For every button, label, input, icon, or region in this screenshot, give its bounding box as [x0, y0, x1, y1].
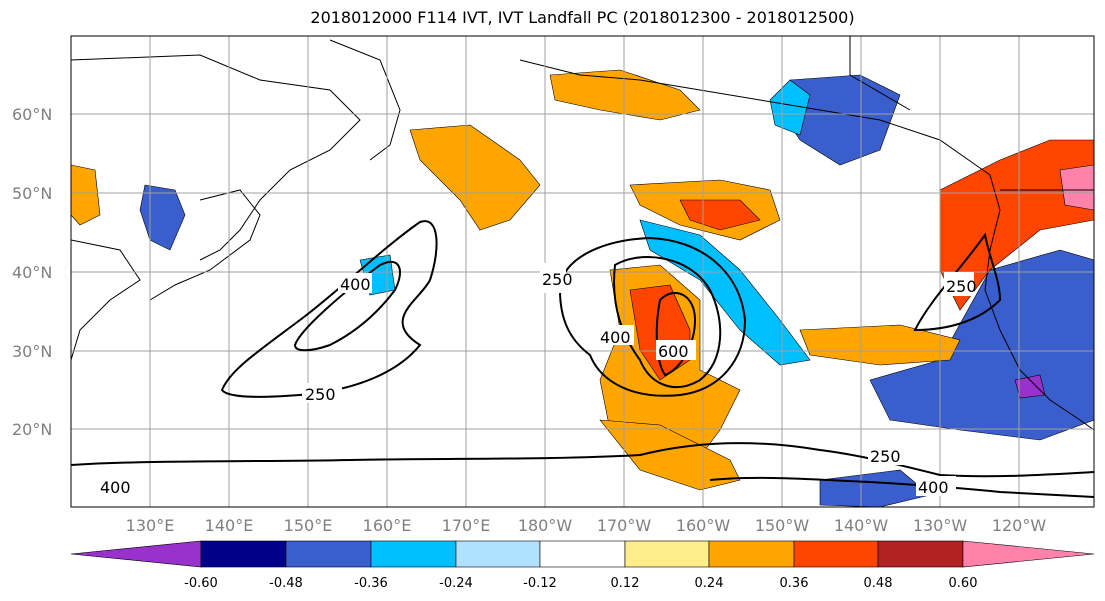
contour-label-5: 600 — [658, 342, 689, 361]
coastlines — [71, 36, 1094, 431]
latitude-labels: 60°N 50°N 40°N 30°N 20°N — [12, 105, 52, 439]
lon-label-8: 160°W — [676, 516, 731, 535]
lat-label-40: 40°N — [12, 263, 52, 282]
contour-label-9: 250 — [870, 447, 901, 466]
contour-label-7: 400 — [918, 478, 949, 497]
contour-label-1: 400 — [340, 275, 371, 294]
colorbar-segment-3 — [370, 540, 457, 568]
contour-label-bg-3 — [540, 263, 566, 293]
shaded-fields — [71, 69, 1094, 507]
lon-label-4: 160°E — [363, 516, 412, 535]
colorbar-segment-7 — [708, 540, 795, 568]
longitude-labels: 130°E 140°E 150°E 160°E 170°E 180°W 170°… — [126, 516, 1047, 535]
map-title: 2018012000 F114 IVT, IVT Landfall PC (20… — [310, 8, 855, 27]
colorbar — [70, 540, 1095, 568]
contour-label-bg-9 — [868, 445, 910, 465]
coastline-korea-china — [71, 239, 141, 361]
colorbar-segment-8 — [793, 540, 879, 568]
map-panel: 400 250 250 400 600 250 400 400 250 — [71, 36, 1094, 507]
contour-label-bg-4 — [598, 325, 634, 345]
lon-label-12: 120°W — [992, 516, 1047, 535]
blue-region-central — [639, 219, 811, 366]
colorbar-segment-9 — [877, 540, 964, 568]
map-frame — [70, 35, 1095, 508]
contour-labels: 400 250 250 400 600 250 400 400 250 — [98, 263, 977, 497]
colorbar-tick-7: 0.24 — [695, 576, 724, 591]
contour-label-8: 400 — [100, 478, 131, 497]
lon-label-1: 130°E — [126, 516, 175, 535]
contour-label-3: 250 — [542, 270, 573, 289]
lon-label-10: 140°W — [834, 516, 889, 535]
colorbar-tick-1: -0.60 — [184, 576, 218, 591]
lat-label-50: 50°N — [12, 184, 52, 203]
colorbar-segment-1 — [200, 540, 287, 568]
contour-label-6: 250 — [946, 277, 977, 296]
contour-label-bg-7 — [916, 476, 956, 496]
colorbar-segment-0 — [70, 540, 202, 568]
gridlines — [71, 36, 1094, 507]
contour-400-west — [293, 260, 401, 352]
coastline-kamchatka — [329, 39, 401, 161]
orange-region-west — [71, 164, 101, 226]
lon-label-11: 130°W — [913, 516, 968, 535]
lightblue-region-alaska — [769, 79, 811, 136]
colorbar-tick-10: 0.60 — [949, 576, 978, 591]
colorbar-tick-9: 0.48 — [864, 576, 893, 591]
contour-250-south — [71, 442, 1094, 478]
colorbar-segment-4 — [455, 540, 541, 568]
contour-label-bg-6 — [944, 272, 974, 296]
orange-region-east — [799, 324, 961, 366]
colorbar-tick-6: 0.12 — [611, 576, 640, 591]
blue-region-west — [139, 184, 186, 251]
border-alaska-canada — [849, 36, 911, 111]
orange-region-south — [599, 419, 741, 491]
colorbar-tick-8: 0.36 — [780, 576, 809, 591]
contour-250-central — [558, 236, 747, 397]
colorbar-segment-10 — [962, 540, 1095, 568]
colorbar-ticks: -0.60 -0.48 -0.36 -0.24 -0.12 0.12 0.24 … — [184, 576, 977, 591]
contour-label-bg-8 — [98, 476, 140, 496]
lon-label-5: 170°E — [442, 516, 491, 535]
colorbar-tick-4: -0.24 — [439, 576, 473, 591]
orange-region-bering — [409, 124, 541, 231]
lon-label-3: 150°E — [284, 516, 333, 535]
coastline-alaska — [519, 59, 1001, 211]
colorbar-tick-3: -0.36 — [354, 576, 388, 591]
contour-label-bg-1 — [338, 273, 372, 293]
lon-label-2: 140°E — [205, 516, 254, 535]
contour-label-2: 250 — [305, 385, 336, 404]
colorbar-segment-5 — [539, 540, 626, 568]
orange-region-aleutian — [549, 69, 701, 121]
contour-label-bg-5 — [656, 340, 696, 360]
coastline-north-america — [984, 209, 1094, 431]
coastline-asia — [71, 54, 361, 261]
coastline-japan — [149, 189, 261, 301]
lon-label-7: 170°W — [597, 516, 652, 535]
colorbar-tick-5: -0.12 — [523, 576, 557, 591]
pink-region-northeast — [1059, 164, 1094, 211]
colorbar-segment-2 — [285, 540, 372, 568]
contour-label-bg-2 — [302, 383, 342, 403]
blue-region-south — [819, 469, 931, 507]
contour-250-east — [913, 232, 1002, 332]
lat-label-60: 60°N — [12, 105, 52, 124]
lon-label-6: 180°W — [518, 516, 573, 535]
lat-label-30: 30°N — [12, 342, 52, 361]
lon-label-9: 150°W — [755, 516, 810, 535]
colorbar-segment-6 — [624, 540, 710, 568]
colorbar-tick-2: -0.48 — [269, 576, 303, 591]
red-region-central — [679, 199, 761, 231]
lat-label-20: 20°N — [12, 420, 52, 439]
contour-label-4: 400 — [600, 328, 631, 347]
